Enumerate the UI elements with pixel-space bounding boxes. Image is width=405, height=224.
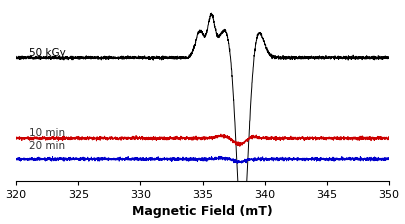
- X-axis label: Magnetic Field (mT): Magnetic Field (mT): [132, 205, 273, 218]
- Text: 10 min: 10 min: [28, 127, 65, 138]
- Text: 50 kGy: 50 kGy: [28, 48, 65, 58]
- Text: 20 min: 20 min: [28, 141, 65, 151]
